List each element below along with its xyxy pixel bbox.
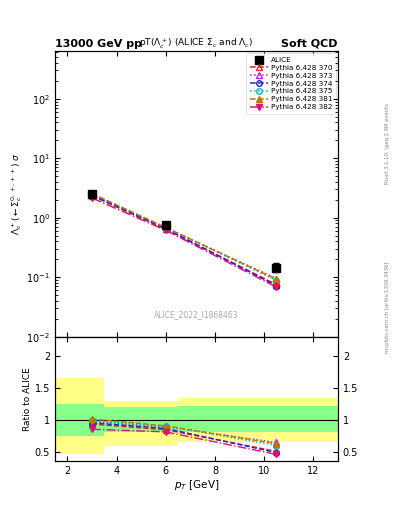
Text: 13000 GeV pp: 13000 GeV pp (55, 38, 142, 49)
Bar (178, 398, 338, 441)
Bar (178, 406, 338, 432)
Title: pT($\Lambda_c^+$) (ALICE $\Sigma_c$ and $\Lambda_c$): pT($\Lambda_c^+$) (ALICE $\Sigma_c$ and … (140, 37, 253, 51)
Y-axis label: $\Lambda_c^+$($\leftarrow\Sigma_c^{0,+,++}$) $\sigma$: $\Lambda_c^+$($\leftarrow\Sigma_c^{0,+,+… (9, 153, 24, 236)
Y-axis label: Ratio to ALICE: Ratio to ALICE (23, 367, 32, 431)
Text: mcplots.cern.ch [arXiv:1306.3436]: mcplots.cern.ch [arXiv:1306.3436] (385, 262, 390, 353)
Bar (55, 378, 104, 454)
Bar (55, 404, 104, 436)
Text: Rivet 3.1.10; \geq 2.9M events: Rivet 3.1.10; \geq 2.9M events (385, 103, 390, 184)
X-axis label: $p_T$ [GeV]: $p_T$ [GeV] (174, 478, 219, 493)
Text: ALICE_2022_I1868463: ALICE_2022_I1868463 (154, 311, 239, 319)
Legend: ALICE, Pythia 6.428 370, Pythia 6.428 373, Pythia 6.428 374, Pythia 6.428 375, P: ALICE, Pythia 6.428 370, Pythia 6.428 37… (246, 53, 336, 114)
Text: Soft QCD: Soft QCD (281, 38, 338, 49)
Bar (104, 408, 178, 432)
Bar (104, 401, 178, 446)
